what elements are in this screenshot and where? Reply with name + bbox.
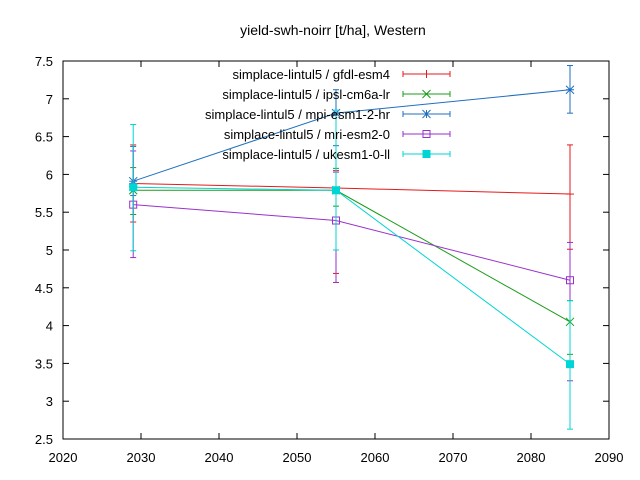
legend-marker <box>422 109 431 119</box>
data-point <box>566 190 574 199</box>
legend-item-1: simplace-lintul5 / gfdl-esm4 <box>232 67 451 82</box>
chart-title: yield-swh-noirr [t/ha], Western <box>240 22 426 38</box>
data-point <box>129 183 138 192</box>
y-tick-label: 5.5 <box>35 205 53 220</box>
x-tick-label: 2030 <box>127 450 156 465</box>
y-tick-label: 6.5 <box>35 130 53 145</box>
x-tick-label: 2020 <box>49 450 78 465</box>
y-tick-label: 7 <box>46 92 53 107</box>
x-tick-label: 2070 <box>439 450 468 465</box>
data-point <box>566 276 574 285</box>
x-tick-label: 2090 <box>595 450 624 465</box>
data-point <box>566 360 574 369</box>
legend-item-5: simplace-lintul5 / ukesm1-0-ll <box>222 147 451 162</box>
series-2 <box>128 167 575 355</box>
y-tick-label: 6 <box>46 167 53 182</box>
x-tick-label: 2060 <box>361 450 390 465</box>
error-bar <box>333 109 339 251</box>
series-4 <box>129 150 574 382</box>
x-tick-label: 2050 <box>283 450 312 465</box>
legend-marker <box>422 150 431 158</box>
y-tick-label: 4 <box>46 319 53 334</box>
series-line <box>133 186 571 365</box>
legend-marker <box>422 89 431 99</box>
legend-label: simplace-lintul5 / ukesm1-0-ll <box>222 147 390 162</box>
data-point <box>565 85 575 95</box>
legend-item-3: simplace-lintul5 / mpi-esm1-2-hr <box>205 107 451 122</box>
y-tick-label: 2.5 <box>35 432 53 447</box>
legend-label: simplace-lintul5 / mri-esm2-0 <box>224 127 390 142</box>
data-point <box>332 186 340 195</box>
series-5 <box>129 109 574 430</box>
x-tick-label: 2080 <box>517 450 546 465</box>
y-tick-label: 3.5 <box>35 356 53 371</box>
y-tick-label: 7.5 <box>35 54 53 69</box>
series-line <box>133 204 571 281</box>
legend: simplace-lintul5 / gfdl-esm4 simplace-lin… <box>205 67 451 162</box>
axis-ticks: 2020 2030 2040 2050 2060 2070 2080 2090 2.5 3 3.5 4… <box>35 54 624 465</box>
legend-item-4: simplace-lintul5 / mri-esm2-0 <box>224 127 451 142</box>
y-tick-label: 4.5 <box>35 281 53 296</box>
y-tick-label: 3 <box>46 394 53 409</box>
series-layer <box>128 65 575 430</box>
legend-item-2: simplace-lintul5 / ipsl-cm6a-lr <box>222 87 451 102</box>
legend-marker <box>422 70 431 78</box>
legend-label: simplace-lintul5 / mpi-esm1-2-hr <box>205 107 391 122</box>
y-tick-label: 5 <box>46 243 53 258</box>
x-tick-label: 2040 <box>205 450 234 465</box>
legend-marker <box>422 130 431 138</box>
series-line <box>133 182 571 195</box>
legend-label: simplace-lintul5 / gfdl-esm4 <box>232 67 390 82</box>
legend-label: simplace-lintul5 / ipsl-cm6a-lr <box>222 87 390 102</box>
